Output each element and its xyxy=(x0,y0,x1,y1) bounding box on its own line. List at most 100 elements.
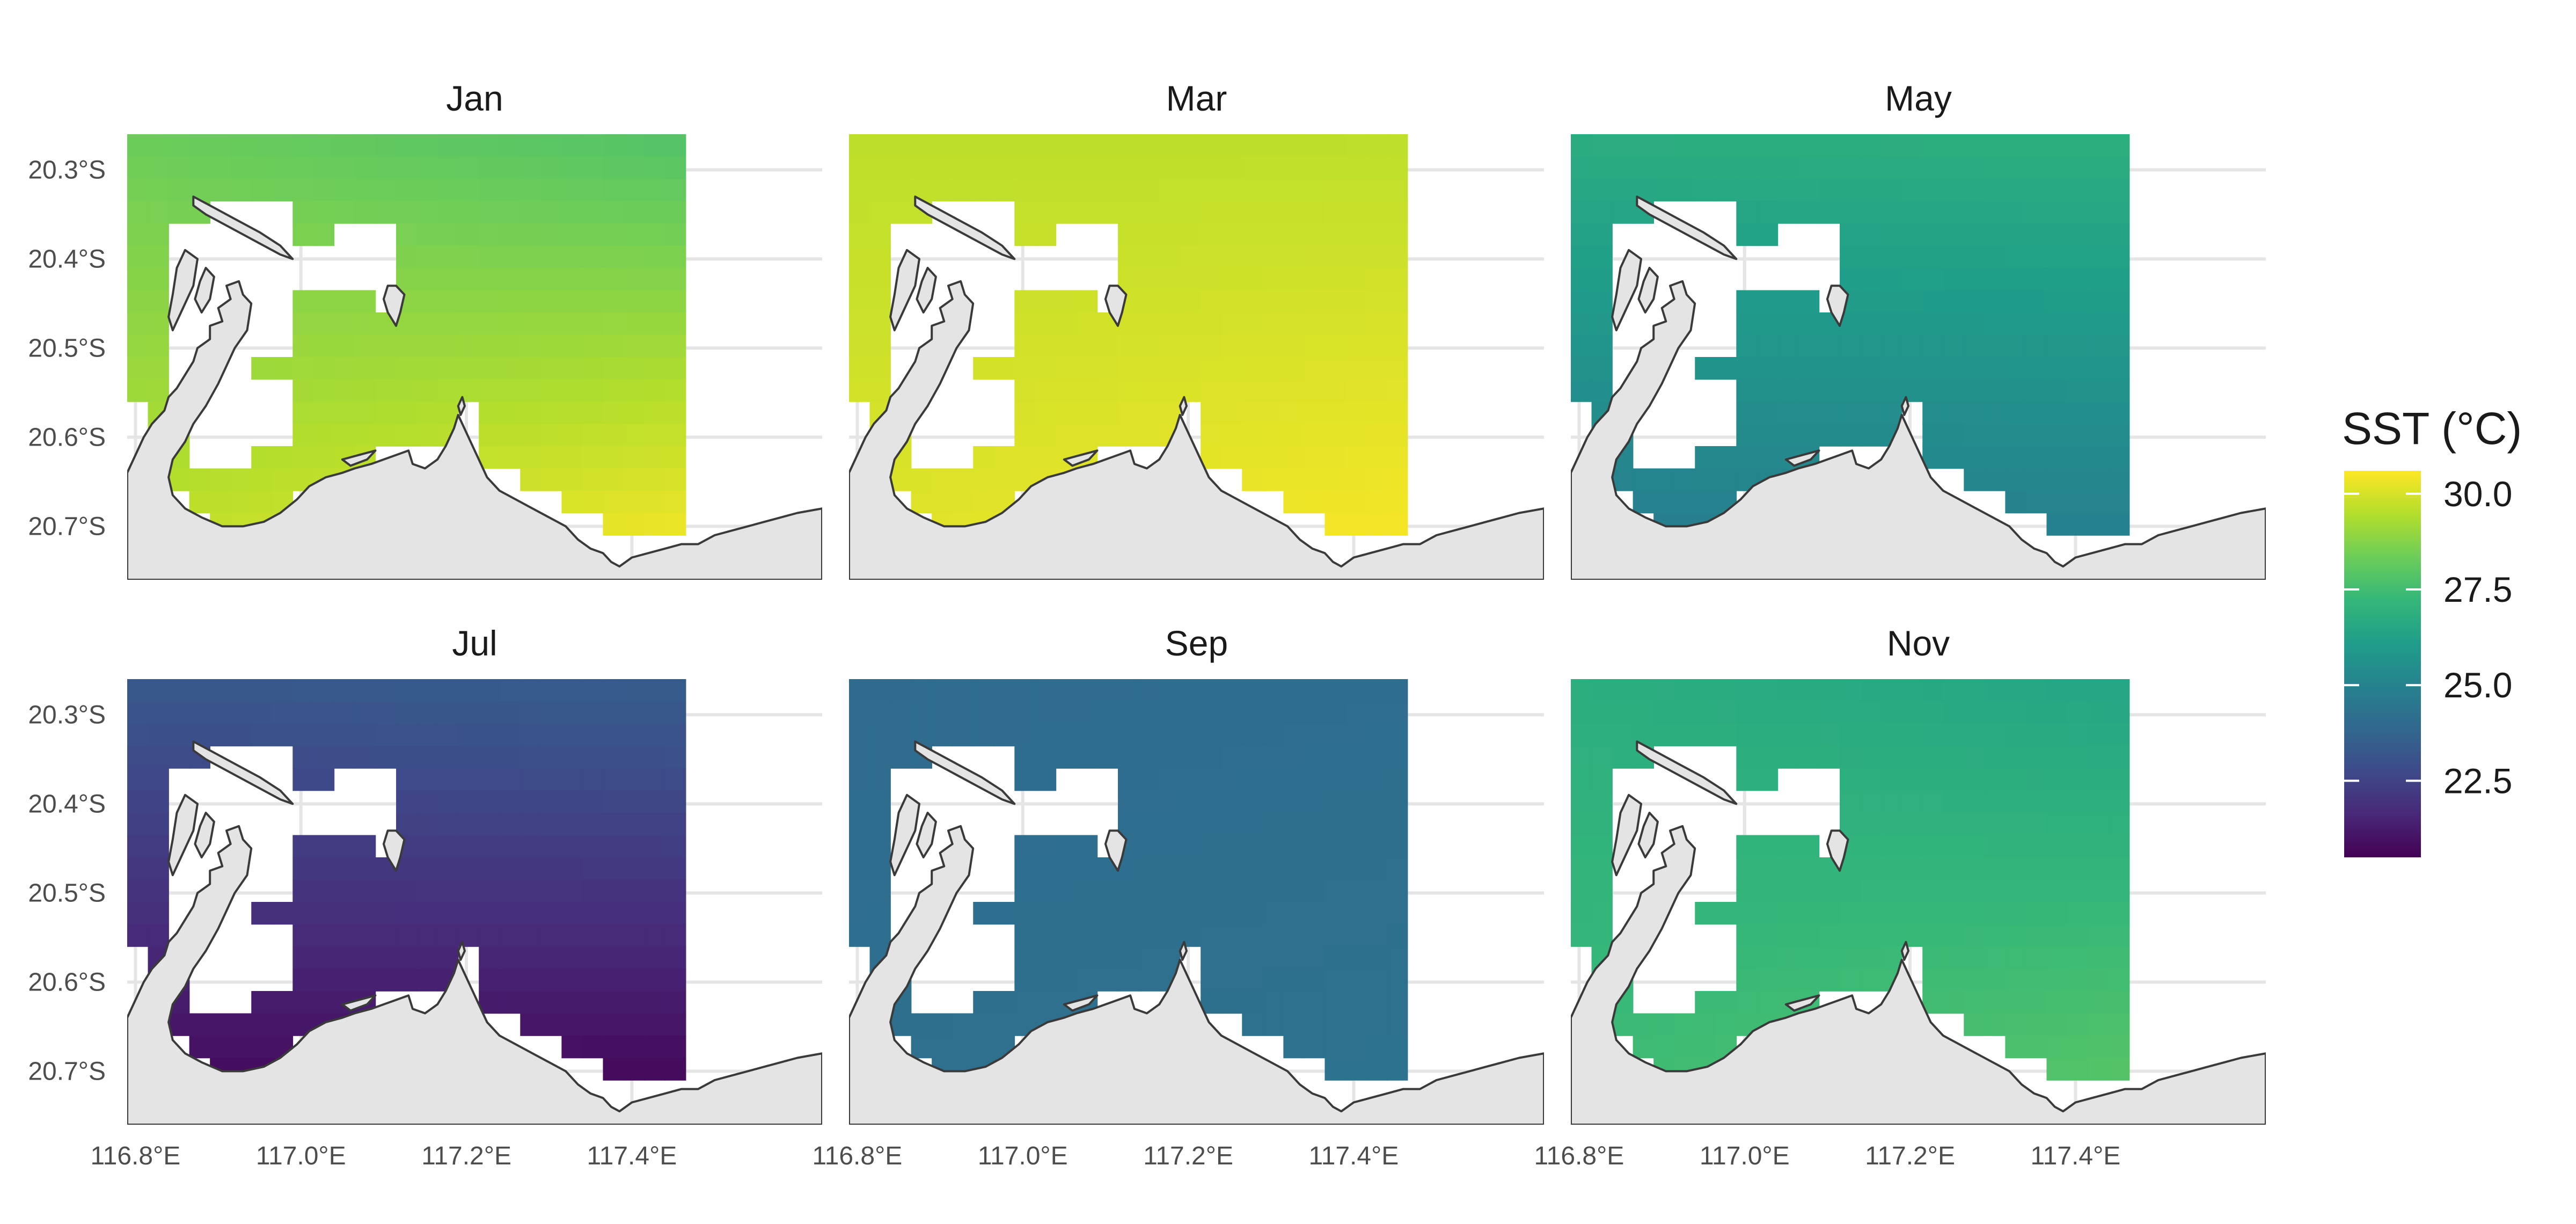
mainland xyxy=(1571,825,2266,1125)
sst-cell xyxy=(230,491,252,514)
sst-cell xyxy=(644,312,665,336)
sst-cell xyxy=(1221,134,1243,157)
sst-cell xyxy=(1221,813,1243,836)
sst-cell xyxy=(1819,134,1840,157)
sst-cell xyxy=(1387,513,1408,536)
sst-cell xyxy=(375,946,397,970)
sst-cell xyxy=(127,879,149,902)
sst-cell xyxy=(582,946,604,970)
sst-cell xyxy=(603,879,624,902)
sst-cell xyxy=(1984,902,2006,925)
sst-cell xyxy=(890,156,912,179)
sst-cell xyxy=(1304,1036,1326,1059)
sst-cell xyxy=(603,991,624,1014)
sst-cell xyxy=(458,156,480,179)
sst-cell xyxy=(1262,768,1284,791)
sst-cell xyxy=(644,1058,665,1081)
sst-cell xyxy=(499,156,521,179)
sst-cell xyxy=(1922,245,1944,268)
sst-cell xyxy=(169,746,190,769)
sst-cell xyxy=(1324,991,1346,1014)
sst-cell xyxy=(1304,991,1326,1014)
sst-cell xyxy=(540,1013,562,1036)
sst-cell xyxy=(416,357,438,380)
sst-cell xyxy=(1757,924,1779,947)
sst-cell xyxy=(993,446,1015,469)
sst-cell xyxy=(520,379,541,402)
sst-cell xyxy=(1201,290,1222,313)
sst-cell xyxy=(2046,1013,2068,1036)
sst-cell xyxy=(127,746,149,769)
sst-cell xyxy=(1221,879,1243,902)
sst-cell xyxy=(479,201,500,224)
sst-cell xyxy=(582,334,604,358)
sst-cell xyxy=(1345,879,1367,902)
sst-cell xyxy=(869,813,891,836)
sst-cell xyxy=(1201,968,1222,992)
sst-cell xyxy=(952,1036,974,1059)
island xyxy=(192,740,294,805)
sst-cell xyxy=(292,134,314,157)
sst-cell xyxy=(1014,134,1036,157)
sst-cell xyxy=(313,179,335,202)
sst-cell xyxy=(849,835,870,858)
sst-cell xyxy=(1242,835,1263,858)
x-tick-label: 117.0°E xyxy=(1700,1142,1790,1170)
sst-cell xyxy=(375,379,397,402)
sst-cell xyxy=(1138,968,1160,992)
sst-cell xyxy=(1242,746,1263,769)
sst-cell xyxy=(1201,402,1222,425)
sst-cell xyxy=(1159,290,1181,313)
sst-cell xyxy=(1943,857,1965,880)
sst-cell xyxy=(603,201,624,224)
sst-cell xyxy=(1387,179,1408,202)
island xyxy=(1611,793,1642,877)
sst-cell xyxy=(499,946,521,970)
sst-cell xyxy=(1345,724,1367,747)
sst-cell xyxy=(127,924,149,947)
sst-cell xyxy=(540,701,562,724)
sst-cell xyxy=(1366,245,1387,268)
sst-cell xyxy=(1262,879,1284,902)
sst-cell xyxy=(603,446,624,469)
sst-cell xyxy=(127,768,149,791)
sst-cell xyxy=(437,223,459,246)
sst-cell xyxy=(1881,813,1902,836)
sst-cell xyxy=(1304,968,1326,992)
sst-cell xyxy=(127,134,149,157)
sst-cell xyxy=(2109,424,2130,447)
sst-cell xyxy=(334,946,355,970)
sst-cell xyxy=(1674,701,1696,724)
sst-cell xyxy=(1262,134,1284,157)
sst-cell xyxy=(1860,724,1882,747)
sst-cell xyxy=(1366,679,1387,702)
y-tick-label: 20.4°S xyxy=(28,245,106,273)
sst-cell xyxy=(1180,268,1202,291)
sst-cell xyxy=(1840,334,1861,358)
sst-cell xyxy=(1283,402,1305,425)
sst-cell xyxy=(2046,724,2068,747)
sst-cell xyxy=(334,156,355,179)
sst-cell xyxy=(2046,790,2068,813)
sst-cell xyxy=(1881,245,1902,268)
sst-cell xyxy=(952,468,974,491)
sst-cell xyxy=(1014,379,1036,402)
sst-cell xyxy=(1881,746,1902,769)
sst-cell xyxy=(1387,468,1408,491)
sst-cell xyxy=(1964,156,1985,179)
sst-cell xyxy=(520,968,541,992)
sst-cell xyxy=(1076,156,1098,179)
island xyxy=(192,195,294,260)
sst-cell xyxy=(334,424,355,447)
sst-cell xyxy=(1984,446,2006,469)
sst-cell xyxy=(1345,268,1367,291)
sst-cell xyxy=(520,446,541,469)
sst-cell xyxy=(230,679,252,702)
sst-cell xyxy=(1366,790,1387,813)
sst-cell xyxy=(1881,201,1902,224)
sst-cell xyxy=(354,879,376,902)
sst-cell xyxy=(582,268,604,291)
sst-cell xyxy=(1201,679,1222,702)
sst-cell xyxy=(292,402,314,425)
sst-cell xyxy=(1242,312,1263,336)
